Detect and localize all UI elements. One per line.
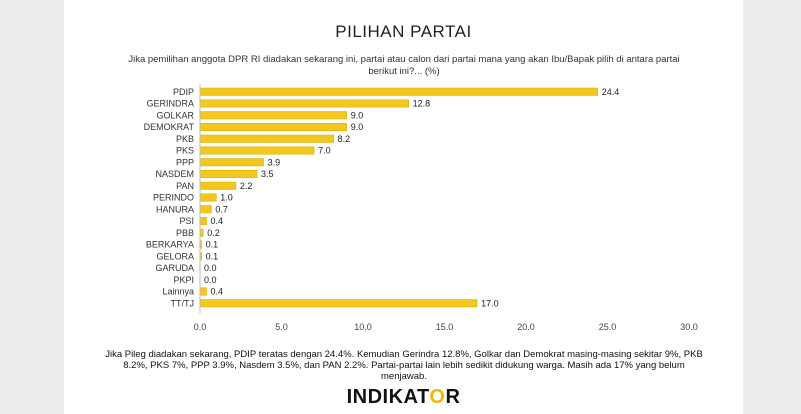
bar: [199, 181, 237, 190]
category-label: BERKARYA: [146, 240, 194, 250]
x-tick-label: 0.0: [194, 322, 207, 332]
bar: [199, 193, 217, 202]
category-label: GERINDRA: [146, 99, 194, 109]
chart-caption: Jika Pileg diadakan sekarang, PDIP terat…: [105, 349, 703, 382]
category-label: PPP: [176, 157, 194, 167]
data-label: 9.0: [351, 122, 364, 132]
bar: [199, 87, 598, 96]
x-tick-label: 5.0: [275, 322, 288, 332]
background-left: [0, 0, 64, 414]
category-label: HANURA: [156, 204, 194, 214]
category-label: Lainnya: [162, 287, 194, 297]
data-label: 3.5: [261, 169, 274, 179]
category-label: PBB: [176, 228, 194, 238]
category-label: DEMOKRAT: [144, 122, 195, 132]
bar: [199, 99, 409, 108]
category-label: TT/TJ: [171, 298, 195, 308]
bar-chart: PDIP 24.4 GERINDRA 12.8 GOLKAR 9.0 DEMOKRAT 9.0…: [144, 84, 698, 332]
data-label: 0.2: [207, 228, 220, 238]
bar: [199, 205, 212, 214]
x-tick-label: 30.0: [680, 322, 698, 332]
data-label: 9.0: [351, 110, 364, 120]
data-label: 17.0: [481, 298, 499, 308]
data-label: 8.2: [338, 134, 351, 144]
category-label: NASDEM: [155, 169, 194, 179]
slide: PILIHAN PARTAI Jika pemilihan anggota DP…: [64, 0, 743, 414]
data-label: 0.0: [204, 263, 217, 273]
x-tick-label: 10.0: [354, 322, 372, 332]
chart-subtitle: Jika pemilihan anggota DPR RI diadakan s…: [128, 54, 680, 77]
chart-title: PILIHAN PARTAI: [335, 22, 472, 41]
data-label: 1.0: [220, 193, 233, 203]
bar: [199, 158, 264, 167]
category-label: PKS: [176, 146, 194, 156]
bar: [199, 134, 334, 143]
data-label: 0.1: [206, 240, 219, 250]
data-label: 12.8: [413, 99, 431, 109]
category-label: GELORA: [156, 251, 194, 261]
category-label: PKB: [176, 134, 194, 144]
x-tick-label: 25.0: [599, 322, 617, 332]
bar: [199, 123, 347, 131]
background-right: [743, 0, 801, 414]
data-label: 3.9: [268, 157, 281, 167]
bar: [199, 299, 478, 308]
category-label: PAN: [176, 181, 194, 191]
data-label: 24.4: [602, 87, 620, 97]
data-label: 0.4: [211, 216, 224, 226]
x-tick-label: 15.0: [436, 322, 454, 332]
data-label: 0.0: [204, 275, 217, 285]
category-label: PDIP: [173, 87, 194, 97]
data-label: 0.1: [206, 251, 219, 261]
bar: [199, 170, 258, 178]
indikator-logo: INDIKATOR: [346, 386, 461, 408]
bar: [199, 146, 315, 155]
data-label: 0.4: [211, 287, 224, 297]
category-label: GARUDA: [155, 263, 194, 273]
bar: [199, 111, 347, 120]
data-label: 7.0: [318, 146, 331, 156]
x-tick-label: 20.0: [517, 322, 535, 332]
category-label: PKPI: [173, 275, 194, 285]
data-label: 0.7: [215, 204, 228, 214]
category-label: GOLKAR: [156, 110, 194, 120]
bar: [199, 287, 207, 296]
category-label: PSI: [179, 216, 194, 226]
category-label: PERINDO: [153, 193, 194, 203]
bar: [199, 217, 207, 225]
data-label: 2.2: [240, 181, 253, 191]
